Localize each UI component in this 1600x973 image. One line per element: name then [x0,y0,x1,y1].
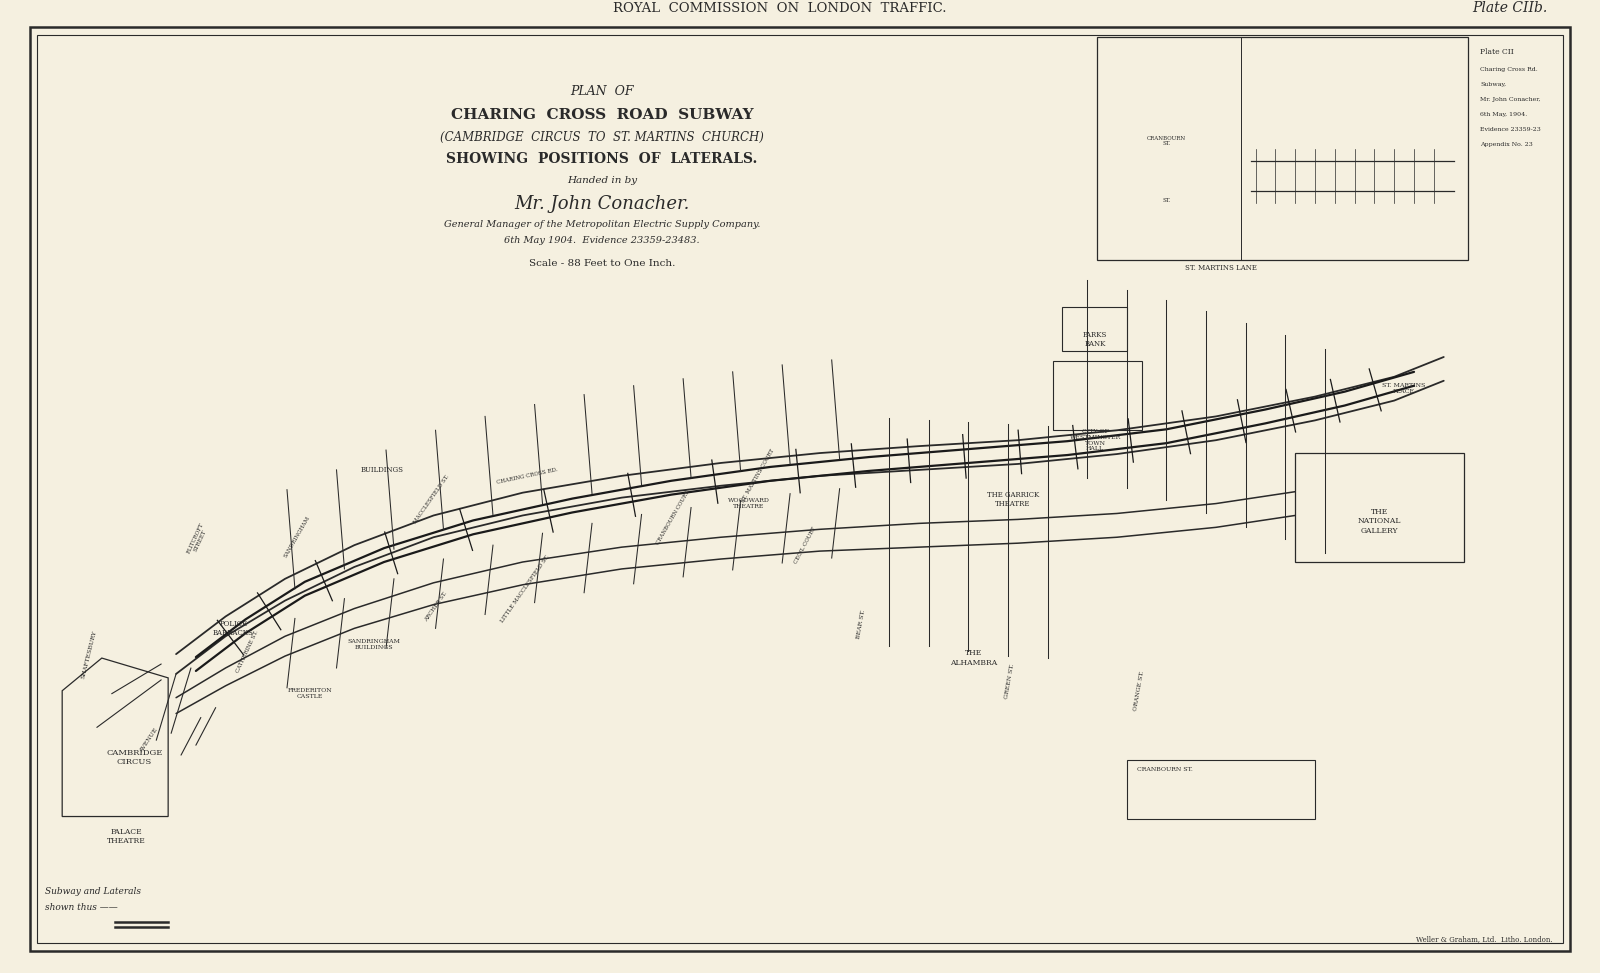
Text: ORANGE ST.: ORANGE ST. [1133,670,1144,711]
Text: CRANBOURN
ST.: CRANBOURN ST. [1147,135,1186,147]
Text: Mr. John Conacher,: Mr. John Conacher, [1480,97,1541,102]
Text: ST.: ST. [1162,198,1171,203]
Text: FLITCROFT
STREET: FLITCROFT STREET [186,522,210,557]
Text: Evidence 23359-23: Evidence 23359-23 [1480,126,1541,131]
Text: Plate CII: Plate CII [1480,48,1514,56]
Text: ARCHER ST.: ARCHER ST. [424,591,448,623]
Text: POLICE
BARRACKS: POLICE BARRACKS [213,620,254,637]
Text: Charing Cross Rd.: Charing Cross Rd. [1480,67,1538,72]
Text: BEAR ST.: BEAR ST. [856,609,867,639]
Text: PARKS
BANK: PARKS BANK [1083,331,1107,347]
Text: ROYAL  COMMISSION  ON  LONDON  TRAFFIC.: ROYAL COMMISSION ON LONDON TRAFFIC. [613,2,947,16]
Text: SHAFTESBURY: SHAFTESBURY [80,630,98,679]
Text: Handed in by: Handed in by [566,176,637,185]
Text: MACCLESFIELD ST.: MACCLESFIELD ST. [413,474,451,525]
Text: SHOWING  POSITIONS  OF  LATERALS.: SHOWING POSITIONS OF LATERALS. [446,152,758,166]
Text: CAMBRIDGE
CIRCUS: CAMBRIDGE CIRCUS [106,748,163,766]
Text: CATHERINE ST.: CATHERINE ST. [235,630,259,673]
Text: CRANBOURN COURT: CRANBOURN COURT [656,489,691,546]
Text: Subway,: Subway, [1480,82,1507,88]
Text: BUILDINGS: BUILDINGS [360,466,403,474]
Text: THE GARRICK
THEATRE: THE GARRICK THEATRE [987,491,1038,508]
Text: CHARING CROSS RD.: CHARING CROSS RD. [496,467,558,485]
Text: PLAN  OF: PLAN OF [570,85,634,98]
Text: PALACE
THEATRE: PALACE THEATRE [107,828,146,845]
Text: CRANBOURN ST.: CRANBOURN ST. [1136,768,1192,773]
Text: General Manager of the Metropolitan Electric Supply Company.: General Manager of the Metropolitan Elec… [443,220,760,229]
Text: WOODWARD
THEATRE: WOODWARD THEATRE [728,498,770,509]
Text: THE
ALHAMBRA: THE ALHAMBRA [950,649,997,667]
Text: Weller & Graham, Ltd.  Litho. London.: Weller & Graham, Ltd. Litho. London. [1416,935,1552,944]
Text: ST. MARTINS
PLACE: ST. MARTINS PLACE [1382,383,1426,394]
Text: 6th May 1904.  Evidence 23359-23483.: 6th May 1904. Evidence 23359-23483. [504,235,699,244]
Text: 6th May, 1904.: 6th May, 1904. [1480,112,1528,117]
Text: Plate CIIb.: Plate CIIb. [1472,1,1547,16]
Text: ST. MARTINS COURT: ST. MARTINS COURT [741,449,776,503]
Text: AVENUE: AVENUE [138,727,158,753]
Text: shown thus ——: shown thus —— [45,903,118,912]
Text: Mr. John Conacher.: Mr. John Conacher. [514,196,690,213]
Text: CITY OF
WESTMINSTER
TOWN
HALL: CITY OF WESTMINSTER TOWN HALL [1069,429,1120,451]
Text: Appendix No. 23: Appendix No. 23 [1480,141,1533,147]
Text: FREDERITON
CASTLE: FREDERITON CASTLE [288,688,333,700]
Text: CECIL COURT: CECIL COURT [794,526,816,564]
Text: Scale - 88 Feet to One Inch.: Scale - 88 Feet to One Inch. [528,260,675,269]
Text: ST. MARTINS LANE: ST. MARTINS LANE [1186,264,1258,271]
Text: Subway and Laterals: Subway and Laterals [45,887,141,896]
Text: SANDRINGHAM
BUILDINGS: SANDRINGHAM BUILDINGS [347,639,400,650]
Text: CHARING  CROSS  ROAD  SUBWAY: CHARING CROSS ROAD SUBWAY [451,108,754,123]
Text: LITTLE MACCLESFIELD ST.: LITTLE MACCLESFIELD ST. [499,554,550,624]
Text: (CAMBRIDGE  CIRCUS  TO  ST. MARTINS  CHURCH): (CAMBRIDGE CIRCUS TO ST. MARTINS CHURCH) [440,130,763,144]
Text: GREEN ST.: GREEN ST. [1005,663,1016,699]
Text: SANDRINGHAM: SANDRINGHAM [283,516,310,559]
Text: THE
NATIONAL
GALLERY: THE NATIONAL GALLERY [1358,508,1402,534]
